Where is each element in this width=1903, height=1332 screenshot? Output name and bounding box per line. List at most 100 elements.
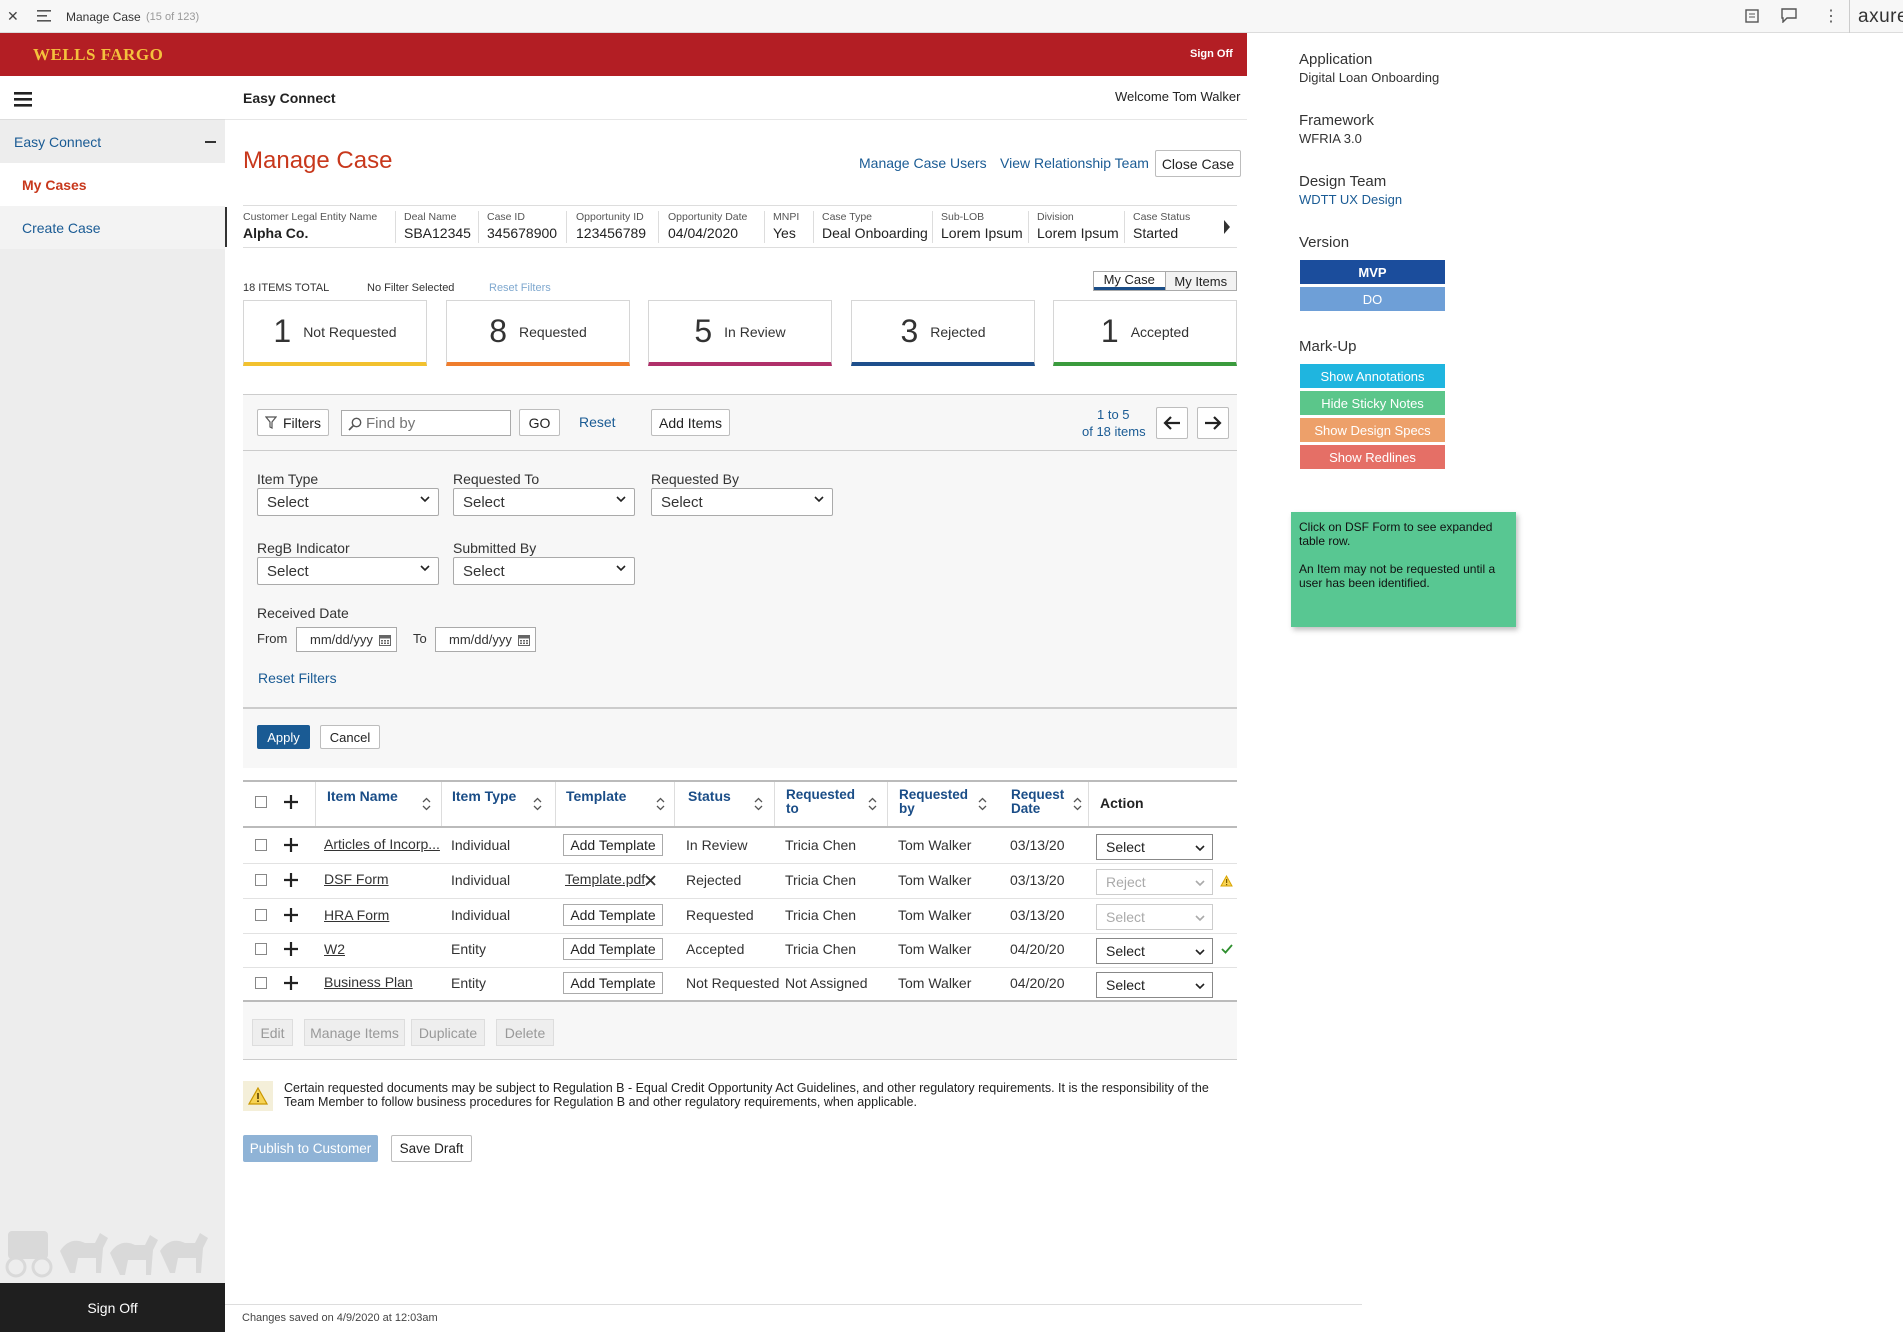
- hamburger-icon[interactable]: [14, 92, 32, 107]
- collapse-icon[interactable]: [205, 141, 216, 143]
- sidebar-section-easy-connect[interactable]: Easy Connect: [0, 120, 225, 163]
- status-card-in-review[interactable]: 5 In Review: [648, 300, 832, 366]
- sort-icon[interactable]: [656, 797, 665, 811]
- prev-page-button[interactable]: [1156, 407, 1188, 439]
- column-header-requested-by[interactable]: Requested by: [899, 787, 969, 816]
- duplicate-button[interactable]: Duplicate: [411, 1019, 485, 1046]
- show-annotations-button[interactable]: Show Annotations: [1300, 364, 1445, 388]
- expand-row-icon[interactable]: [284, 942, 298, 956]
- item-name-link[interactable]: HRA Form: [324, 907, 390, 923]
- close-case-button[interactable]: Close Case: [1155, 150, 1241, 177]
- header-sign-off-link[interactable]: Sign Off: [1190, 48, 1233, 60]
- to-date-field[interactable]: mm/dd/yyy: [435, 627, 536, 652]
- submitted-by-select[interactable]: Select: [453, 557, 635, 585]
- add-template-button[interactable]: Add Template: [563, 972, 663, 994]
- regb-select[interactable]: Select: [257, 557, 439, 585]
- expand-row-icon[interactable]: [284, 873, 298, 887]
- requested-to-select[interactable]: Select: [453, 488, 635, 516]
- status-card-not-requested[interactable]: 1 Not Requested: [243, 300, 427, 366]
- add-template-button[interactable]: Add Template: [563, 904, 663, 926]
- manage-items-button[interactable]: Manage Items: [304, 1019, 405, 1046]
- sort-icon[interactable]: [533, 797, 542, 811]
- action-select[interactable]: Select: [1096, 972, 1213, 998]
- manage-case-users-link[interactable]: Manage Case Users: [859, 155, 987, 171]
- version-mvp-button[interactable]: MVP: [1300, 260, 1445, 284]
- apply-button[interactable]: Apply: [257, 725, 310, 749]
- from-date-field[interactable]: mm/dd/yyy: [296, 627, 397, 652]
- sort-icon[interactable]: [422, 797, 431, 811]
- document-icon[interactable]: [1745, 9, 1759, 23]
- go-button[interactable]: GO: [519, 409, 560, 436]
- item-type-select[interactable]: Select: [257, 488, 439, 516]
- select-all-checkbox[interactable]: [255, 796, 267, 808]
- item-name-link[interactable]: Articles of Incorp...: [324, 836, 440, 852]
- item-type-cell: Individual: [451, 837, 511, 853]
- toolbar-reset-link[interactable]: Reset: [579, 414, 616, 430]
- sidebar-item-my-cases[interactable]: My Cases: [0, 163, 225, 206]
- sort-icon[interactable]: [754, 797, 763, 811]
- column-header-request-date[interactable]: Request Date: [1011, 787, 1065, 816]
- sort-icon[interactable]: [1073, 797, 1082, 811]
- expand-row-icon[interactable]: [284, 838, 298, 852]
- item-name-link[interactable]: DSF Form: [324, 871, 389, 887]
- filter-reset-link[interactable]: Reset Filters: [258, 670, 337, 686]
- column-header-item-name[interactable]: Item Name: [327, 788, 398, 804]
- item-name-link[interactable]: W2: [324, 941, 345, 957]
- sidebar-sign-off-button[interactable]: Sign Off: [0, 1283, 225, 1332]
- action-select[interactable]: Select: [1096, 938, 1213, 964]
- comment-icon[interactable]: [1781, 8, 1797, 23]
- sort-icon[interactable]: [868, 797, 877, 811]
- column-header-requested-to[interactable]: Requested to: [786, 787, 856, 816]
- item-name-link[interactable]: Business Plan: [324, 974, 413, 990]
- calendar-icon[interactable]: [518, 634, 530, 646]
- expand-row-icon[interactable]: [284, 976, 298, 990]
- publish-to-customer-button[interactable]: Publish to Customer: [243, 1135, 378, 1162]
- calendar-icon[interactable]: [379, 634, 391, 646]
- expand-all-icon[interactable]: [284, 795, 298, 809]
- column-header-status[interactable]: Status: [688, 788, 731, 804]
- sort-icon[interactable]: [978, 797, 987, 811]
- search-box[interactable]: [341, 410, 511, 436]
- status-card-accepted[interactable]: 1 Accepted: [1053, 300, 1237, 366]
- version-do-button[interactable]: DO: [1300, 287, 1445, 311]
- view-relationship-team-link[interactable]: View Relationship Team: [1000, 155, 1149, 171]
- action-select[interactable]: Select: [1096, 904, 1213, 930]
- delete-button[interactable]: Delete: [496, 1019, 554, 1046]
- edit-button[interactable]: Edit: [252, 1019, 293, 1046]
- menu-icon[interactable]: [37, 10, 51, 22]
- row-checkbox[interactable]: [255, 909, 267, 921]
- filters-button[interactable]: Filters: [257, 409, 329, 436]
- row-checkbox[interactable]: [255, 943, 267, 955]
- search-input[interactable]: [366, 413, 506, 433]
- show-design-specs-button[interactable]: Show Design Specs: [1300, 418, 1445, 442]
- next-page-button[interactable]: [1197, 407, 1229, 439]
- template-file-link[interactable]: Template.pdf: [565, 871, 646, 887]
- action-select[interactable]: Select: [1096, 834, 1213, 860]
- remove-template-icon[interactable]: [645, 875, 656, 886]
- status-card-requested[interactable]: 8 Requested: [446, 300, 630, 366]
- row-checkbox[interactable]: [255, 874, 267, 886]
- add-items-button[interactable]: Add Items: [651, 409, 730, 436]
- sidebar-item-create-case[interactable]: Create Case: [0, 206, 225, 249]
- status-card-rejected[interactable]: 3 Rejected: [851, 300, 1035, 366]
- toggle-my-case[interactable]: My Case: [1094, 272, 1165, 290]
- expand-row-icon[interactable]: [284, 908, 298, 922]
- row-checkbox[interactable]: [255, 839, 267, 851]
- summary-reset-filters-link[interactable]: Reset Filters: [489, 282, 551, 294]
- design-team-link[interactable]: WDTT UX Design: [1299, 192, 1403, 207]
- cancel-button[interactable]: Cancel: [320, 725, 380, 749]
- add-template-button[interactable]: Add Template: [563, 834, 663, 856]
- close-icon[interactable]: ✕: [7, 8, 19, 24]
- action-select[interactable]: Reject: [1096, 869, 1213, 895]
- row-checkbox[interactable]: [255, 977, 267, 989]
- more-vertical-icon[interactable]: ⋮: [1823, 8, 1839, 25]
- toggle-my-items[interactable]: My Items: [1164, 272, 1236, 290]
- requested-by-select[interactable]: Select: [651, 488, 833, 516]
- column-header-template[interactable]: Template: [566, 788, 627, 804]
- hide-sticky-notes-button[interactable]: Hide Sticky Notes: [1300, 391, 1445, 415]
- save-draft-button[interactable]: Save Draft: [391, 1135, 472, 1162]
- column-header-item-type[interactable]: Item Type: [452, 788, 517, 804]
- show-redlines-button[interactable]: Show Redlines: [1300, 445, 1445, 469]
- add-template-button[interactable]: Add Template: [563, 938, 663, 960]
- case-info-next-icon[interactable]: [1222, 219, 1232, 235]
